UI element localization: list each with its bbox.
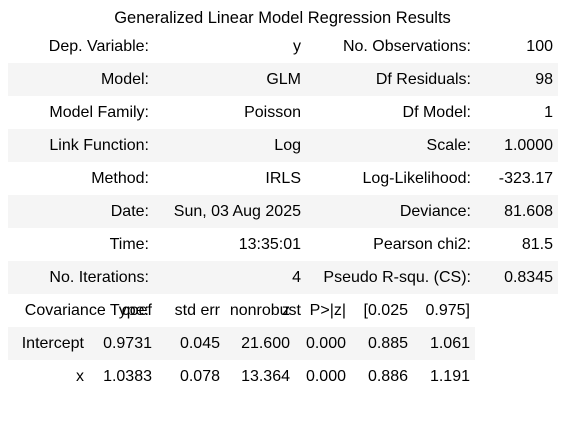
stat-label: Date: <box>8 195 154 228</box>
column-header: coef <box>121 302 152 319</box>
column-header <box>8 294 89 327</box>
table-row: x 1.0383 0.078 13.364 0.000 0.886 1.191 <box>8 360 475 393</box>
table-row: Date: Sun, 03 Aug 2025 Deviance: 81.608 <box>8 195 558 228</box>
stat-value: 1.0000 <box>476 129 558 162</box>
stat-label: Scale: <box>306 129 476 162</box>
stat-value: 100 <box>526 38 553 55</box>
table-cell: 13.364 <box>241 368 290 385</box>
stat-value: GLM <box>154 63 306 96</box>
table-row: No. Iterations: 4 Pseudo R-squ. (CS): 0.… <box>8 261 558 294</box>
table-cell: 0.886 <box>367 368 408 385</box>
column-header: P>|z| <box>309 302 346 319</box>
stat-label: Method: <box>91 170 149 187</box>
table-cell: 1.0383 <box>103 368 152 385</box>
stat-value: 81.5 <box>521 236 553 253</box>
stat-value: y <box>293 38 301 55</box>
stat-value: 13:35:01 <box>238 236 301 253</box>
table-cell: 21.600 <box>225 327 295 360</box>
stat-value: 98 <box>476 63 558 96</box>
table-row: Link Function: Log Scale: 1.0000 <box>8 129 558 162</box>
stat-label: Pearson chi2: <box>373 236 471 253</box>
stat-value: 81.608 <box>476 195 558 228</box>
stat-label: Model: <box>8 63 154 96</box>
table-row: Covariance Type: nonrobust <box>8 294 558 327</box>
column-header: [0.025 <box>363 302 408 319</box>
table-cell: 0.9731 <box>89 327 157 360</box>
table-row: Time: 13:35:01 Pearson chi2: 81.5 <box>8 228 558 261</box>
stat-label: No. Observations: <box>342 38 471 55</box>
table-cell: 0.885 <box>351 327 413 360</box>
stat-value: Poisson <box>244 104 301 121</box>
table-cell: 1.191 <box>429 368 470 385</box>
table-row: Method: IRLS Log-Likelihood: -323.17 <box>8 162 558 195</box>
stat-value: 0.8345 <box>476 261 558 294</box>
stat-value: IRLS <box>265 170 301 187</box>
stat-value: Log <box>154 129 306 162</box>
table-row: Intercept 0.9731 0.045 21.600 0.000 0.88… <box>8 327 475 360</box>
column-header: z <box>282 302 290 319</box>
stat-label: Df Model: <box>402 104 471 121</box>
table-cell: 1.061 <box>413 327 475 360</box>
row-label: Intercept <box>8 327 89 360</box>
model-summary-table: Dep. Variable: y No. Observations: 100 M… <box>8 30 558 327</box>
stat-label: Link Function: <box>8 129 154 162</box>
stat-value: Sun, 03 Aug 2025 <box>154 195 306 228</box>
row-label: x <box>76 368 84 385</box>
table-cell: 0.000 <box>295 327 351 360</box>
stat-label: No. Iterations: <box>8 261 154 294</box>
stat-label: Log-Likelihood: <box>362 170 471 187</box>
stat-label: Deviance: <box>306 195 476 228</box>
table-cell: 0.000 <box>305 368 346 385</box>
table-cell: 0.078 <box>179 368 220 385</box>
stat-label: Time: <box>109 236 149 253</box>
stat-value <box>476 294 558 327</box>
stat-value: 1 <box>544 104 553 121</box>
table-header-row: coef std err z P>|z| [0.025 0.975] <box>8 294 475 327</box>
stat-label: Pseudo R-squ. (CS): <box>306 261 476 294</box>
table-cell: 0.045 <box>157 327 225 360</box>
table-row: Model Family: Poisson Df Model: 1 <box>8 96 558 129</box>
stat-value: 4 <box>154 261 306 294</box>
table-caption: Generalized Linear Model Regression Resu… <box>114 9 451 27</box>
stat-value: -323.17 <box>498 170 553 187</box>
table-row: Dep. Variable: y No. Observations: 100 <box>8 30 558 63</box>
column-header: std err <box>174 302 220 319</box>
stat-value: nonrobust <box>229 302 301 319</box>
column-header: 0.975] <box>425 302 470 319</box>
stat-label: Covariance Type: <box>24 302 149 319</box>
table-row: Model: GLM Df Residuals: 98 <box>8 63 558 96</box>
coefficient-table: coef std err z P>|z| [0.025 0.975] Inter… <box>8 294 475 393</box>
stat-label: Dep. Variable: <box>48 38 149 55</box>
stat-label: Model Family: <box>49 104 149 121</box>
stat-label: Df Residuals: <box>306 63 476 96</box>
